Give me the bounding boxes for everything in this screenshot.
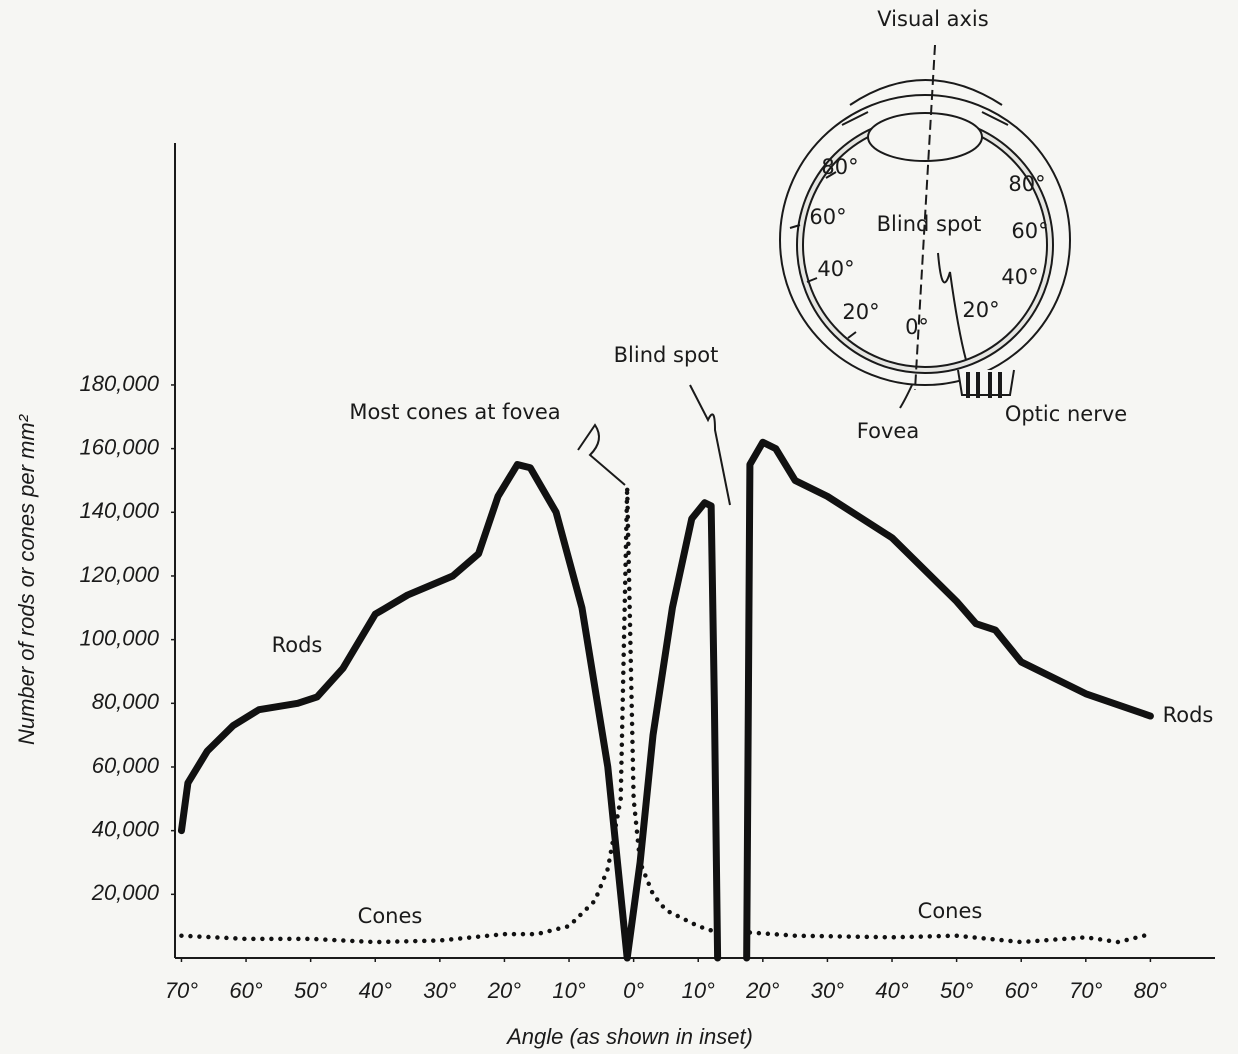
nerve-fibers <box>966 372 1002 398</box>
inset-label: 60° <box>809 205 846 229</box>
leaders <box>577 384 731 506</box>
visual-axis <box>914 44 936 391</box>
inset-label: 40° <box>817 257 854 281</box>
x-tick-label: 10° <box>682 978 715 1003</box>
inset-label: Optic nerve <box>1005 402 1127 426</box>
x-tick-label: 70° <box>165 978 198 1003</box>
inset-label: Blind spot <box>877 212 982 236</box>
blind-spot-leader <box>937 252 967 361</box>
inset-label: 0° <box>905 315 929 339</box>
x-tick-label: 60° <box>229 978 262 1003</box>
x-tick-label: 20° <box>745 978 779 1003</box>
series-label: Rods <box>1163 703 1214 727</box>
inset-label: 20° <box>962 298 999 322</box>
y-tick-label: 160,000 <box>79 434 159 459</box>
inset-label: 80° <box>1008 172 1045 196</box>
cornea <box>849 79 1003 106</box>
eye-outer <box>779 94 1071 386</box>
x-tick-label: 0° <box>623 978 644 1003</box>
inset-label: Visual axis <box>877 7 988 31</box>
x-axis-title: Angle (as shown in inset) <box>505 1024 753 1049</box>
y-tick-label: 40,000 <box>92 816 160 841</box>
eye-diagram <box>779 44 1071 409</box>
annotation: Blind spot <box>614 343 719 367</box>
annotation: Cones <box>358 904 423 928</box>
fovea-leader <box>899 384 913 409</box>
x-tick-label: 50° <box>940 978 973 1003</box>
x-tick-label: 20° <box>487 978 521 1003</box>
y-tick-label: 60,000 <box>92 753 160 778</box>
blind-spot-leader-main <box>689 384 731 506</box>
inset-label: 80° <box>821 155 858 179</box>
cones-line <box>179 484 1153 945</box>
x-tick-label: 80° <box>1134 978 1167 1003</box>
y-tick-label: 20,000 <box>91 880 160 905</box>
annotation: Rods <box>272 633 323 657</box>
series-label: Cones <box>918 899 983 923</box>
inset-label: Fovea <box>857 419 919 443</box>
x-tick-label: 40° <box>875 978 908 1003</box>
iris <box>841 111 1009 126</box>
x-tick-label: 50° <box>294 978 327 1003</box>
y-tick-label: 100,000 <box>79 625 159 650</box>
rods-line <box>177 438 1154 962</box>
x-tick-label: 30° <box>811 978 844 1003</box>
x-tick-label: 60° <box>1005 978 1038 1003</box>
y-tick-label: 80,000 <box>92 689 160 714</box>
y-axis-title: Number of rods or cones per mm² <box>14 414 39 745</box>
y-tick-label: 180,000 <box>79 371 159 396</box>
x-tick-label: 40° <box>359 978 392 1003</box>
x-tick-label: 10° <box>552 978 585 1003</box>
inset-label: 20° <box>842 300 879 324</box>
angle-marks <box>789 171 857 339</box>
inset-label: 60° <box>1011 219 1048 243</box>
y-tick-label: 120,000 <box>79 562 159 587</box>
x-tick-label: 70° <box>1069 978 1102 1003</box>
fovea-leader-main <box>577 423 626 486</box>
lens <box>867 112 983 162</box>
inset-label: 40° <box>1001 265 1038 289</box>
x-tick-label: 30° <box>423 978 456 1003</box>
annotation: Most cones at fovea <box>349 400 560 424</box>
y-tick-label: 140,000 <box>79 498 159 523</box>
